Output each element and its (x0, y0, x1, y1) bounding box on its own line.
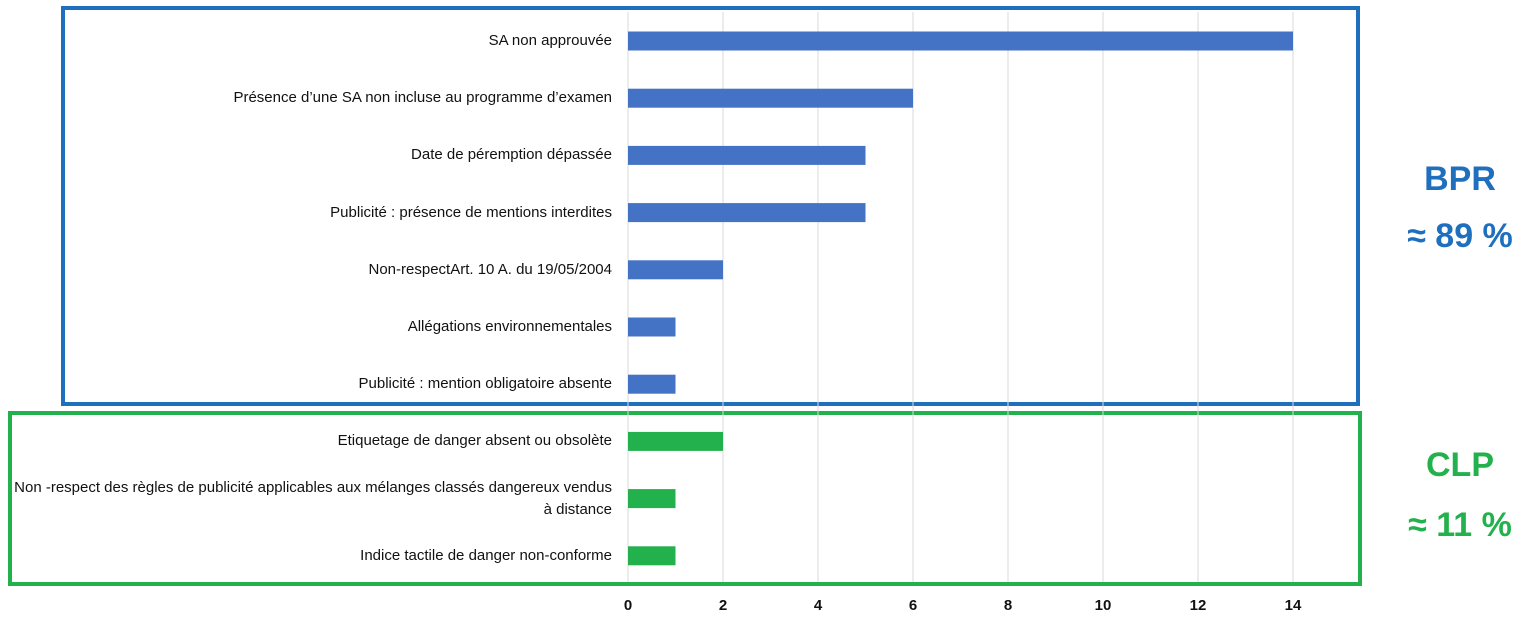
bar (628, 489, 676, 509)
category-label: Publicité : mention obligatoire absente (358, 375, 613, 393)
category-label: Date de péremption dépassée (411, 146, 612, 164)
clp-box (8, 411, 1362, 586)
category-label: Indice tactile de danger non-conforme (360, 546, 612, 564)
annotation: BPR (1424, 160, 1496, 198)
x-tick-label: 4 (814, 597, 823, 614)
category-label: Présence d’une SA non incluse au program… (233, 89, 612, 107)
bar (628, 317, 676, 337)
annotation: ≈ 89 % (1407, 217, 1513, 255)
x-tick-label: 14 (1285, 597, 1302, 614)
bar (628, 88, 913, 108)
category-label: Non-respectArt. 10 A. du 19/05/2004 (368, 260, 613, 278)
x-tick-label: 6 (909, 597, 917, 614)
bpr-box (61, 6, 1360, 406)
annotation: ≈ 11 % (1408, 506, 1512, 544)
x-tick-label: 8 (1004, 597, 1012, 614)
category-label: Non -respect des règles de publicité app… (14, 478, 612, 518)
x-tick-label: 10 (1095, 597, 1112, 614)
category-label: Publicité : présence de mentions interdi… (330, 203, 612, 221)
bar (628, 31, 1293, 51)
x-tick-label: 0 (624, 597, 632, 614)
x-tick-label: 12 (1190, 597, 1207, 614)
bar (628, 260, 723, 280)
bar (628, 145, 866, 165)
x-tick-label: 2 (719, 597, 727, 614)
category-label: Allégations environnementales (407, 318, 612, 335)
category-label: Etiquetage de danger absent ou obsolète (337, 432, 612, 450)
category-label: SA non approuvée (488, 32, 612, 49)
bar (628, 203, 866, 223)
bar (628, 546, 676, 566)
annotation: CLP (1426, 446, 1494, 484)
bar (628, 431, 723, 451)
bar (628, 374, 676, 394)
